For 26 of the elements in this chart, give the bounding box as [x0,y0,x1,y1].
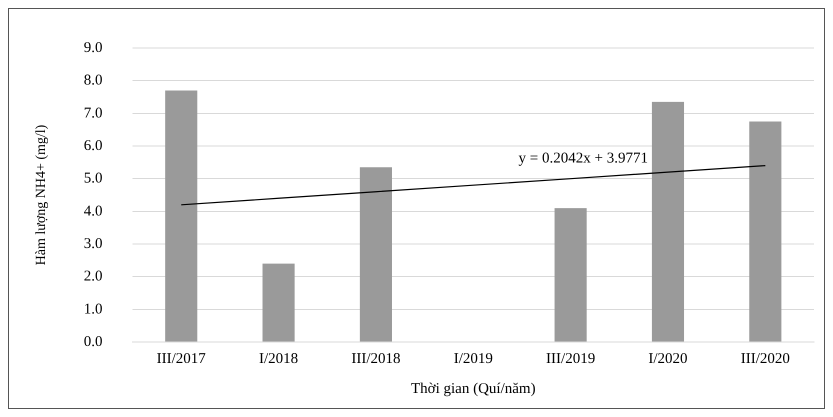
x-tick-label: III/2018 [351,350,401,367]
bar [554,208,587,342]
x-tick-label: III/2019 [546,350,596,367]
y-tick-label: 1.0 [84,301,103,318]
bar [165,90,198,342]
bar [262,264,295,342]
x-axis-title: Thời gian (Quí/năm) [410,380,536,397]
y-tick-label: 2.0 [84,268,103,285]
y-tick-label: 4.0 [84,203,103,220]
y-tick-label: 6.0 [84,138,103,154]
x-tick-label: III/2020 [740,350,790,367]
annotation: y = 0.2042x + 3.9771 [518,150,648,167]
y-tick-label: 5.0 [84,170,103,187]
x-tick-label: I/2019 [454,350,493,367]
y-tick-label: 9.0 [84,40,103,56]
y-axis-title: Hàm lượng NH4+ (mg/l) [34,124,50,266]
y-tick-label: 3.0 [84,236,103,252]
y-tick-label: 8.0 [84,72,103,89]
x-tick-label: I/2020 [648,350,688,367]
bar [652,102,684,342]
y-tick-label: 7.0 [84,105,103,122]
bar [749,122,782,342]
y-tick-label: 0.0 [84,334,103,350]
x-tick-label: I/2018 [258,350,298,367]
x-tick-label: III/2017 [156,350,206,367]
bar [360,167,392,342]
